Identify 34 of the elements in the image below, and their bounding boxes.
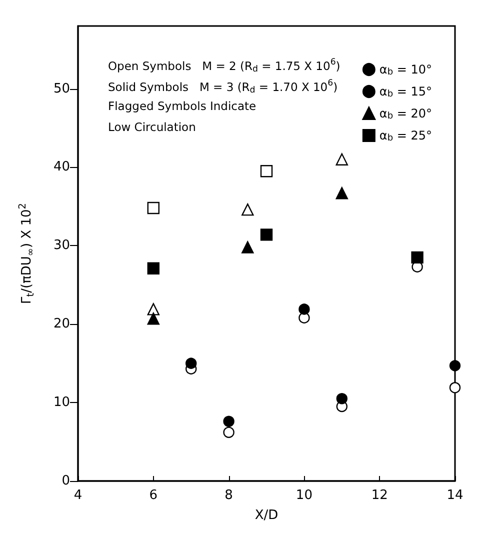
y-tick-label: 20 (53, 316, 70, 332)
point (147, 262, 160, 275)
annotation: Low Circulation (108, 120, 196, 134)
x-tick-label: 6 (149, 488, 158, 503)
y-tick-label: 10 (53, 395, 70, 410)
point (147, 202, 160, 214)
x-tick-label: 10 (296, 488, 312, 503)
point (449, 360, 461, 372)
point (411, 251, 424, 264)
x-tick-label: 12 (371, 488, 388, 503)
y-tick-label: 40 (53, 160, 70, 175)
annotation: Flagged Symbols Indicate (108, 99, 256, 113)
point (147, 303, 160, 316)
point (242, 203, 254, 216)
x-axis-title: X/D (254, 508, 278, 523)
y-tick-label: 0 (62, 474, 70, 488)
point (298, 304, 310, 315)
x-tick-label: 8 (224, 488, 233, 503)
point (223, 426, 234, 438)
point (336, 393, 348, 404)
y-tick-label: 30 (53, 238, 70, 254)
x-tick-label: 14 (446, 488, 464, 503)
y-tick-label: 50 (53, 81, 70, 96)
y-axis-title: Γt/(πDU∞) X 102 (18, 203, 36, 304)
point (260, 228, 273, 241)
x-tick-label: 4 (74, 488, 82, 503)
point (336, 186, 348, 200)
point (147, 312, 160, 325)
point (449, 382, 461, 394)
point (260, 165, 273, 178)
point (223, 416, 234, 427)
point (336, 153, 348, 166)
point (242, 241, 254, 254)
point (186, 358, 197, 369)
